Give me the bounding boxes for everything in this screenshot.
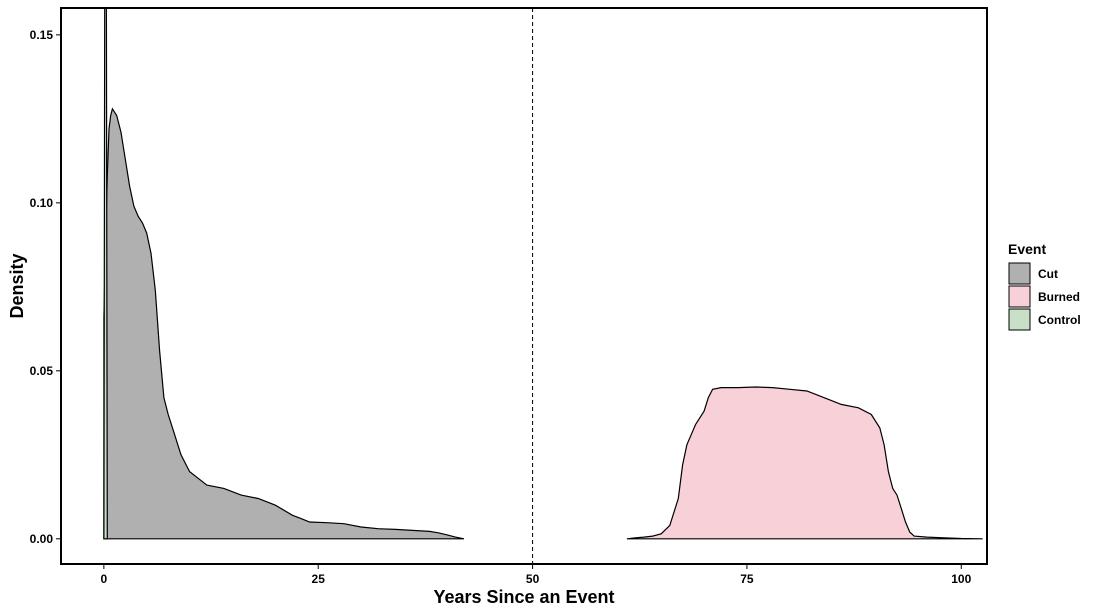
- density-area-control: [103, 7, 108, 540]
- legend-label-cut: Cut: [1038, 267, 1058, 281]
- x-tick-label: 25: [312, 572, 326, 586]
- density-area-burned: [626, 386, 983, 540]
- y-tick-label: 0.00: [30, 532, 54, 546]
- x-axis-title: Years Since an Event: [433, 587, 614, 607]
- legend: Event Cut Burned Control: [1008, 241, 1081, 331]
- y-axis: 0.00 0.05 0.10 0.15: [30, 28, 61, 546]
- legend-label-control: Control: [1038, 313, 1081, 327]
- x-tick-label: 75: [740, 572, 754, 586]
- y-tick-label: 0.05: [30, 364, 54, 378]
- legend-swatch-cut: [1008, 262, 1031, 285]
- density-area-cut: [103, 107, 465, 540]
- legend-swatch-control: [1008, 308, 1031, 331]
- x-tick-label: 0: [101, 572, 108, 586]
- legend-swatch-burned: [1008, 285, 1031, 308]
- y-tick-label: 0.15: [30, 28, 54, 42]
- x-tick-label: 50: [526, 572, 540, 586]
- legend-label-burned: Burned: [1038, 290, 1080, 304]
- x-axis: 0 25 50 75 100: [101, 564, 972, 586]
- y-tick-label: 0.10: [30, 196, 54, 210]
- y-axis-title: Density: [7, 253, 27, 318]
- x-tick-label: 100: [951, 572, 971, 586]
- legend-title: Event: [1008, 241, 1046, 257]
- plot-border: [60, 7, 988, 565]
